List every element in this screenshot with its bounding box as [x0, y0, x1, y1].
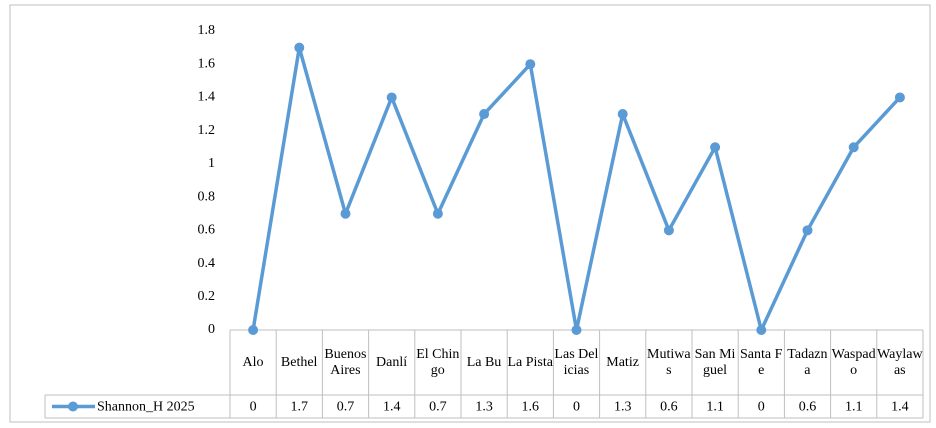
point — [571, 325, 582, 335]
y-tick-label: 0.6 — [198, 223, 216, 238]
x-tick-label: Las Delicias — [554, 346, 599, 378]
table-value: 0.7 — [337, 400, 355, 415]
table-value: 1.7 — [291, 400, 309, 415]
point — [802, 225, 813, 236]
table-value: 0 — [573, 400, 580, 415]
x-tick-label: Matiz — [606, 354, 639, 370]
table-value: 0 — [758, 400, 765, 415]
point — [617, 109, 628, 120]
point — [894, 92, 905, 103]
x-tick-label: Tadazna — [787, 346, 828, 378]
x-tick-label: Danlí — [376, 354, 408, 370]
line-series — [251, 45, 902, 332]
chart-border — [9, 4, 931, 423]
point — [248, 325, 259, 335]
table-value: 1.3 — [614, 400, 632, 415]
y-tick-label: 0.2 — [198, 289, 216, 304]
point — [663, 225, 674, 236]
legend-label: Shannon_H 2025 — [97, 400, 195, 415]
y-tick-label: 0.8 — [198, 189, 216, 204]
x-tick-label: Bethel — [280, 354, 318, 370]
table-value: 0.6 — [660, 400, 678, 415]
y-tick-label: 1.6 — [198, 56, 216, 71]
y-tick-label: 0 — [208, 322, 215, 337]
table-value: 0.6 — [799, 400, 817, 415]
point — [432, 208, 443, 219]
table-value: 0 — [250, 400, 257, 415]
table-value: 1.6 — [522, 400, 540, 415]
y-tick-label: 1.8 — [198, 23, 216, 38]
x-tick-label: Alo — [242, 354, 264, 370]
y-tick-label: 1.4 — [198, 90, 216, 105]
table-value: 1.1 — [706, 400, 724, 415]
x-tick-label: El Chingo — [416, 346, 460, 378]
x-tick-label: Waylawas — [877, 346, 923, 378]
x-tick-label: La Pista — [507, 354, 553, 370]
point — [340, 208, 351, 219]
y-tick-label: 1 — [208, 156, 215, 171]
x-tick-label: La Bu — [466, 354, 502, 370]
point — [710, 142, 721, 153]
point — [479, 109, 490, 120]
table-value: 1.4 — [891, 400, 909, 415]
x-tick-label: Mutiwas — [647, 346, 691, 378]
legend-marker — [68, 401, 78, 412]
x-tick-label: San Miguel — [694, 346, 736, 378]
x-tick-label: Buenos Aires — [324, 346, 367, 378]
table-value: 1.4 — [383, 400, 401, 415]
y-tick-label: 1.2 — [198, 123, 216, 138]
point — [848, 142, 859, 153]
point — [386, 92, 397, 103]
x-tick-label: Santa Fe — [739, 346, 783, 378]
point — [294, 42, 305, 53]
y-tick-label: 0.4 — [198, 256, 216, 271]
point — [756, 325, 767, 335]
x-tick-label: Waspado — [831, 346, 876, 378]
point — [525, 59, 536, 70]
table-value: 1.1 — [845, 400, 863, 415]
table-value: 0.7 — [429, 400, 447, 415]
table-value: 1.3 — [475, 400, 493, 415]
